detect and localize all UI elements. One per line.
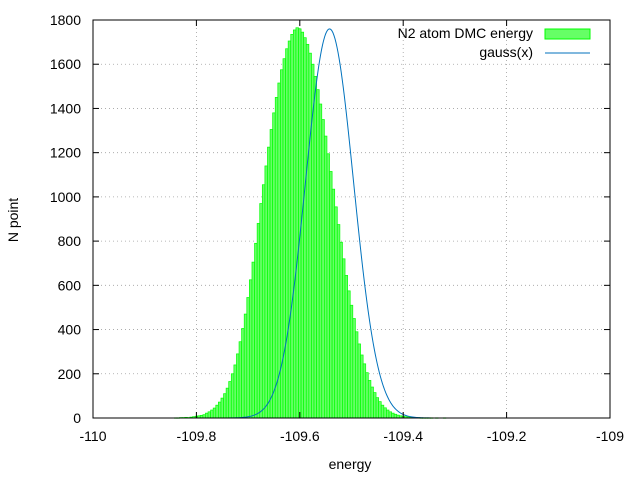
histogram-bar [261,184,266,419]
histogram-bar [370,386,374,419]
histogram-bar [342,258,346,419]
histogram-bar [277,82,281,419]
histogram-bar [347,290,351,419]
histogram-bar [254,242,258,419]
histogram-bar [318,103,323,419]
histogram-bar [380,404,385,419]
histogram-bar [373,392,377,419]
histogram-bar [282,58,286,419]
histogram-bar [272,112,276,419]
x-axis-label: energy [329,456,372,472]
legend-label-histogram: N2 atom DMC energy [398,25,533,41]
histogram-bar [388,411,392,419]
histogram-bar [285,48,289,419]
x-tick-label: -109 [596,428,624,444]
histogram-bar [303,37,307,419]
histogram-bar [316,89,320,419]
histogram-bar [313,76,317,419]
y-tick-label: 1600 [50,56,81,72]
histogram-bar [228,381,232,419]
histogram-bar [220,397,224,419]
histogram-bar [331,188,336,419]
histogram-bar [267,146,271,419]
histogram-bar [223,393,227,419]
legend-label-gauss: gauss(x) [479,44,533,60]
histogram-bar [375,397,379,419]
histogram-bar [233,364,237,419]
histogram-bar [259,203,263,419]
histogram-bar [218,401,222,419]
histogram-bar [238,341,242,419]
histogram-bar [383,407,387,419]
histogram-bar [236,353,240,419]
plot-frame [92,19,611,419]
histogram-bar [241,328,245,419]
y-tick-labels: 0 200 400 600 800 1000 1200 1400 1600 1800 [50,12,81,426]
histogram-bar [365,372,369,419]
histogram-bar [210,409,214,419]
y-tick-label: 1200 [50,145,81,161]
y-tick-label: 0 [73,410,81,426]
histogram-bar [355,331,359,419]
histogram-bar [269,129,274,419]
y-tick-label: 1000 [50,189,81,205]
histogram-bar [329,171,333,419]
histogram-bar [251,261,255,419]
histogram-bar [246,297,250,419]
histogram-bar [205,412,209,419]
histogram-bar [215,404,219,419]
axis-ticks [92,19,611,419]
histogram-bar [352,318,356,419]
histogram-bar [243,313,248,419]
histogram-bar [339,241,343,419]
x-tick-labels: -110 -109.8 -109.6 -109.4 -109.2 -109 [80,428,625,444]
legend: N2 atom DMC energy gauss(x) [398,25,591,60]
histogram-bar [344,275,348,419]
histogram-bar [349,304,354,419]
x-tick-label: -110 [80,428,107,444]
histogram-bar [360,354,364,419]
legend-swatch-histogram [544,28,591,40]
x-tick-label: -109.8 [177,428,217,444]
histogram-bar [230,373,235,419]
histogram-bar [391,412,395,419]
histogram-bar [256,223,261,419]
histogram-bar [367,380,372,419]
histogram-bar [274,97,279,419]
histogram-bars [174,27,447,419]
y-tick-label: 200 [58,366,82,382]
y-axis-label: N point [5,198,21,242]
histogram-bar [225,387,230,419]
histogram-bar [287,40,292,419]
y-tick-label: 600 [58,277,82,293]
histogram-bar [292,29,297,419]
histogram-bar [378,401,382,419]
x-tick-label: -109.6 [280,428,320,444]
x-tick-label: -109.2 [487,428,527,444]
histogram-bar [321,119,325,419]
histogram-bar [295,27,299,419]
histogram-bar [308,52,312,419]
histogram-bar [290,34,294,419]
y-tick-label: 800 [58,233,82,249]
y-tick-label: 1800 [50,12,81,28]
histogram-bar [305,43,310,419]
x-tick-label: -109.4 [383,428,423,444]
histogram-bar [298,28,302,419]
y-tick-label: 400 [58,322,82,338]
histogram-bar [362,363,367,419]
histogram-bar [207,411,211,419]
y-tick-label: 1400 [50,100,81,116]
histogram-bar [357,343,361,419]
histogram-bar [324,135,328,419]
histogram-bar [336,224,341,419]
histogram-bar [334,206,338,419]
histogram-bar [386,409,390,419]
histogram-bar [249,279,253,419]
histogram-bar [264,165,268,419]
histogram-bar [393,413,398,419]
histogram-bar [326,153,330,419]
histogram-bar [212,407,217,419]
